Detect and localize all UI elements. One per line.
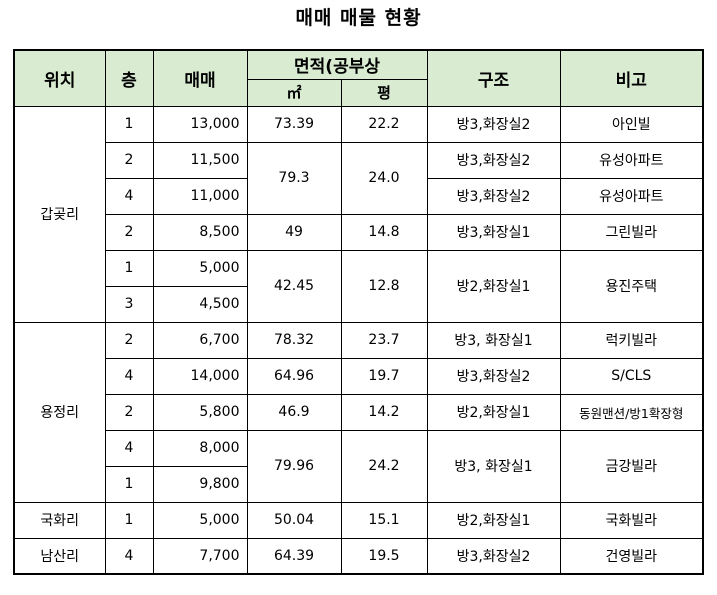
pyeong-cell: 12.8 bbox=[340, 249, 428, 323]
price-cell: 5,000 bbox=[152, 501, 248, 539]
table-row: 2 8,500 49 14.8 방3,화장실1 그린빌라 bbox=[14, 213, 704, 251]
sqm-cell: 73.39 bbox=[246, 105, 342, 143]
floor-cell: 4 bbox=[104, 177, 154, 215]
price-cell: 8,500 bbox=[152, 213, 248, 251]
price-cell: 5,000 bbox=[152, 249, 248, 287]
table-row: 1 5,000 42.45 12.8 방2,화장실1 용진주택 bbox=[14, 249, 704, 323]
pyeong-cell: 23.7 bbox=[340, 321, 428, 359]
note-cell: 유성아파트 bbox=[559, 177, 704, 215]
note-cell: 유성아파트 bbox=[559, 141, 704, 179]
price-cell: 8,000 bbox=[152, 429, 248, 467]
structure-cell: 방2,화장실1 bbox=[426, 501, 561, 539]
pyeong-cell: 24.0 bbox=[340, 141, 428, 215]
header-pyeong: 평 bbox=[340, 78, 428, 107]
header-location: 위치 bbox=[13, 49, 106, 107]
header-row: 위치 층 매매 면적(공부상 구조 비고 bbox=[13, 49, 704, 107]
pyeong-cell: 15.1 bbox=[340, 501, 428, 539]
price-cell: 14,000 bbox=[152, 357, 248, 395]
sqm-cell: 49 bbox=[246, 213, 342, 251]
price-cell: 4,500 bbox=[152, 285, 248, 323]
price-cell: 7,700 bbox=[152, 537, 248, 575]
table-row: 2 11,500 79.3 24.0 방3,화장실2 유성아파트 bbox=[14, 141, 704, 215]
note-cell: 그린빌라 bbox=[559, 213, 704, 251]
price-cell: 11,000 bbox=[152, 177, 248, 215]
sqm-cell: 64.96 bbox=[246, 357, 342, 395]
sqm-cell: 79.96 bbox=[246, 429, 342, 503]
header-note: 비고 bbox=[559, 49, 704, 107]
note-cell: 용진주택 bbox=[559, 249, 704, 323]
floor-cell: 4 bbox=[104, 357, 154, 395]
structure-cell: 방3,화장실2 bbox=[426, 141, 561, 179]
floor-cell: 1 bbox=[104, 465, 154, 503]
structure-cell: 방3,화장실1 bbox=[426, 213, 561, 251]
floor-cell: 2 bbox=[104, 321, 154, 359]
pyeong-cell: 22.2 bbox=[340, 105, 428, 143]
header-sqm: ㎡ bbox=[246, 78, 342, 107]
price-cell: 11,500 bbox=[152, 141, 248, 179]
structure-cell: 방3,화장실2 bbox=[426, 357, 561, 395]
floor-cell: 1 bbox=[104, 249, 154, 287]
structure-cell: 방2,화장실1 bbox=[426, 249, 561, 323]
floor-cell: 2 bbox=[104, 141, 154, 179]
pyeong-cell: 19.7 bbox=[340, 357, 428, 395]
table-row: 1 9,800 bbox=[14, 465, 703, 503]
floor-cell: 3 bbox=[104, 285, 154, 323]
table-row: 국화리 1 5,000 50.04 15.1 방2,화장실1 국화빌라 bbox=[13, 501, 704, 539]
table-row: 용정리 2 6,700 78.32 23.7 방3, 화장실1 럭키빌라 bbox=[13, 321, 704, 503]
table-row: 4 14,000 64.96 19.7 방3,화장실2 S/CLS bbox=[14, 357, 704, 395]
pyeong-cell: 19.5 bbox=[340, 537, 428, 575]
table-row: 4 11,000 방3,화장실2 유성아파트 bbox=[14, 177, 704, 215]
floor-cell: 4 bbox=[104, 429, 154, 467]
table-row: 4 8,000 79.96 24.2 방3, 화장실1 금강빌라 bbox=[14, 429, 704, 503]
listing-table: 위치 층 매매 면적(공부상 구조 비고 ㎡ 평 갑곶리 1 13,000 73… bbox=[13, 49, 705, 575]
sqm-cell: 42.45 bbox=[246, 249, 342, 323]
structure-cell: 방3,화장실2 bbox=[426, 177, 561, 215]
header-structure: 구조 bbox=[426, 49, 561, 107]
price-cell: 5,800 bbox=[152, 393, 248, 431]
table-row: 갑곶리 1 13,000 73.39 22.2 방3,화장실2 아인빌 bbox=[13, 105, 704, 323]
note-cell: 아인빌 bbox=[559, 105, 704, 143]
pyeong-cell: 24.2 bbox=[340, 429, 428, 503]
floor-cell: 4 bbox=[104, 537, 154, 575]
sqm-cell: 64.39 bbox=[246, 537, 342, 575]
floor-cell: 1 bbox=[104, 105, 154, 143]
price-cell: 9,800 bbox=[152, 465, 248, 503]
sqm-cell: 50.04 bbox=[246, 501, 342, 539]
note-cell: 건영빌라 bbox=[559, 537, 704, 575]
table-row: 남산리 4 7,700 64.39 19.5 방3,화장실2 건영빌라 bbox=[13, 537, 704, 575]
note-cell: 럭키빌라 bbox=[559, 321, 704, 359]
structure-cell: 방3,화장실2 bbox=[426, 105, 561, 143]
structure-cell: 방2,화장실1 bbox=[426, 393, 561, 431]
header-price: 매매 bbox=[152, 49, 248, 107]
sqm-cell: 79.3 bbox=[246, 141, 342, 215]
note-cell: 국화빌라 bbox=[559, 501, 704, 539]
floor-cell: 1 bbox=[104, 501, 154, 539]
header-row: ㎡ 평 bbox=[14, 78, 703, 107]
table-row: 3 4,500 bbox=[14, 285, 703, 323]
header-floor: 층 bbox=[104, 49, 154, 107]
note-cell: 금강빌라 bbox=[559, 429, 704, 503]
pyeong-cell: 14.2 bbox=[340, 393, 428, 431]
floor-cell: 2 bbox=[104, 393, 154, 431]
price-cell: 13,000 bbox=[152, 105, 248, 143]
sqm-cell: 78.32 bbox=[246, 321, 342, 359]
page-title: 매매 매물 현황 bbox=[295, 7, 422, 29]
structure-cell: 방3,화장실2 bbox=[426, 537, 561, 575]
location-cell: 갑곶리 bbox=[13, 105, 106, 323]
note-cell: S/CLS bbox=[559, 357, 704, 395]
location-cell: 국화리 bbox=[13, 501, 106, 539]
location-cell: 용정리 bbox=[13, 321, 106, 503]
structure-cell: 방3, 화장실1 bbox=[426, 429, 561, 503]
pyeong-cell: 14.8 bbox=[340, 213, 428, 251]
location-cell: 남산리 bbox=[13, 537, 106, 575]
structure-cell: 방3, 화장실1 bbox=[426, 321, 561, 359]
header-area: 면적(공부상 bbox=[246, 49, 428, 80]
floor-cell: 2 bbox=[104, 213, 154, 251]
note-cell: 동원맨션/방1확장형 bbox=[559, 393, 704, 431]
sqm-cell: 46.9 bbox=[246, 393, 342, 431]
table-row: 2 5,800 46.9 14.2 방2,화장실1 동원맨션/방1확장형 bbox=[14, 393, 704, 431]
price-cell: 6,700 bbox=[152, 321, 248, 359]
